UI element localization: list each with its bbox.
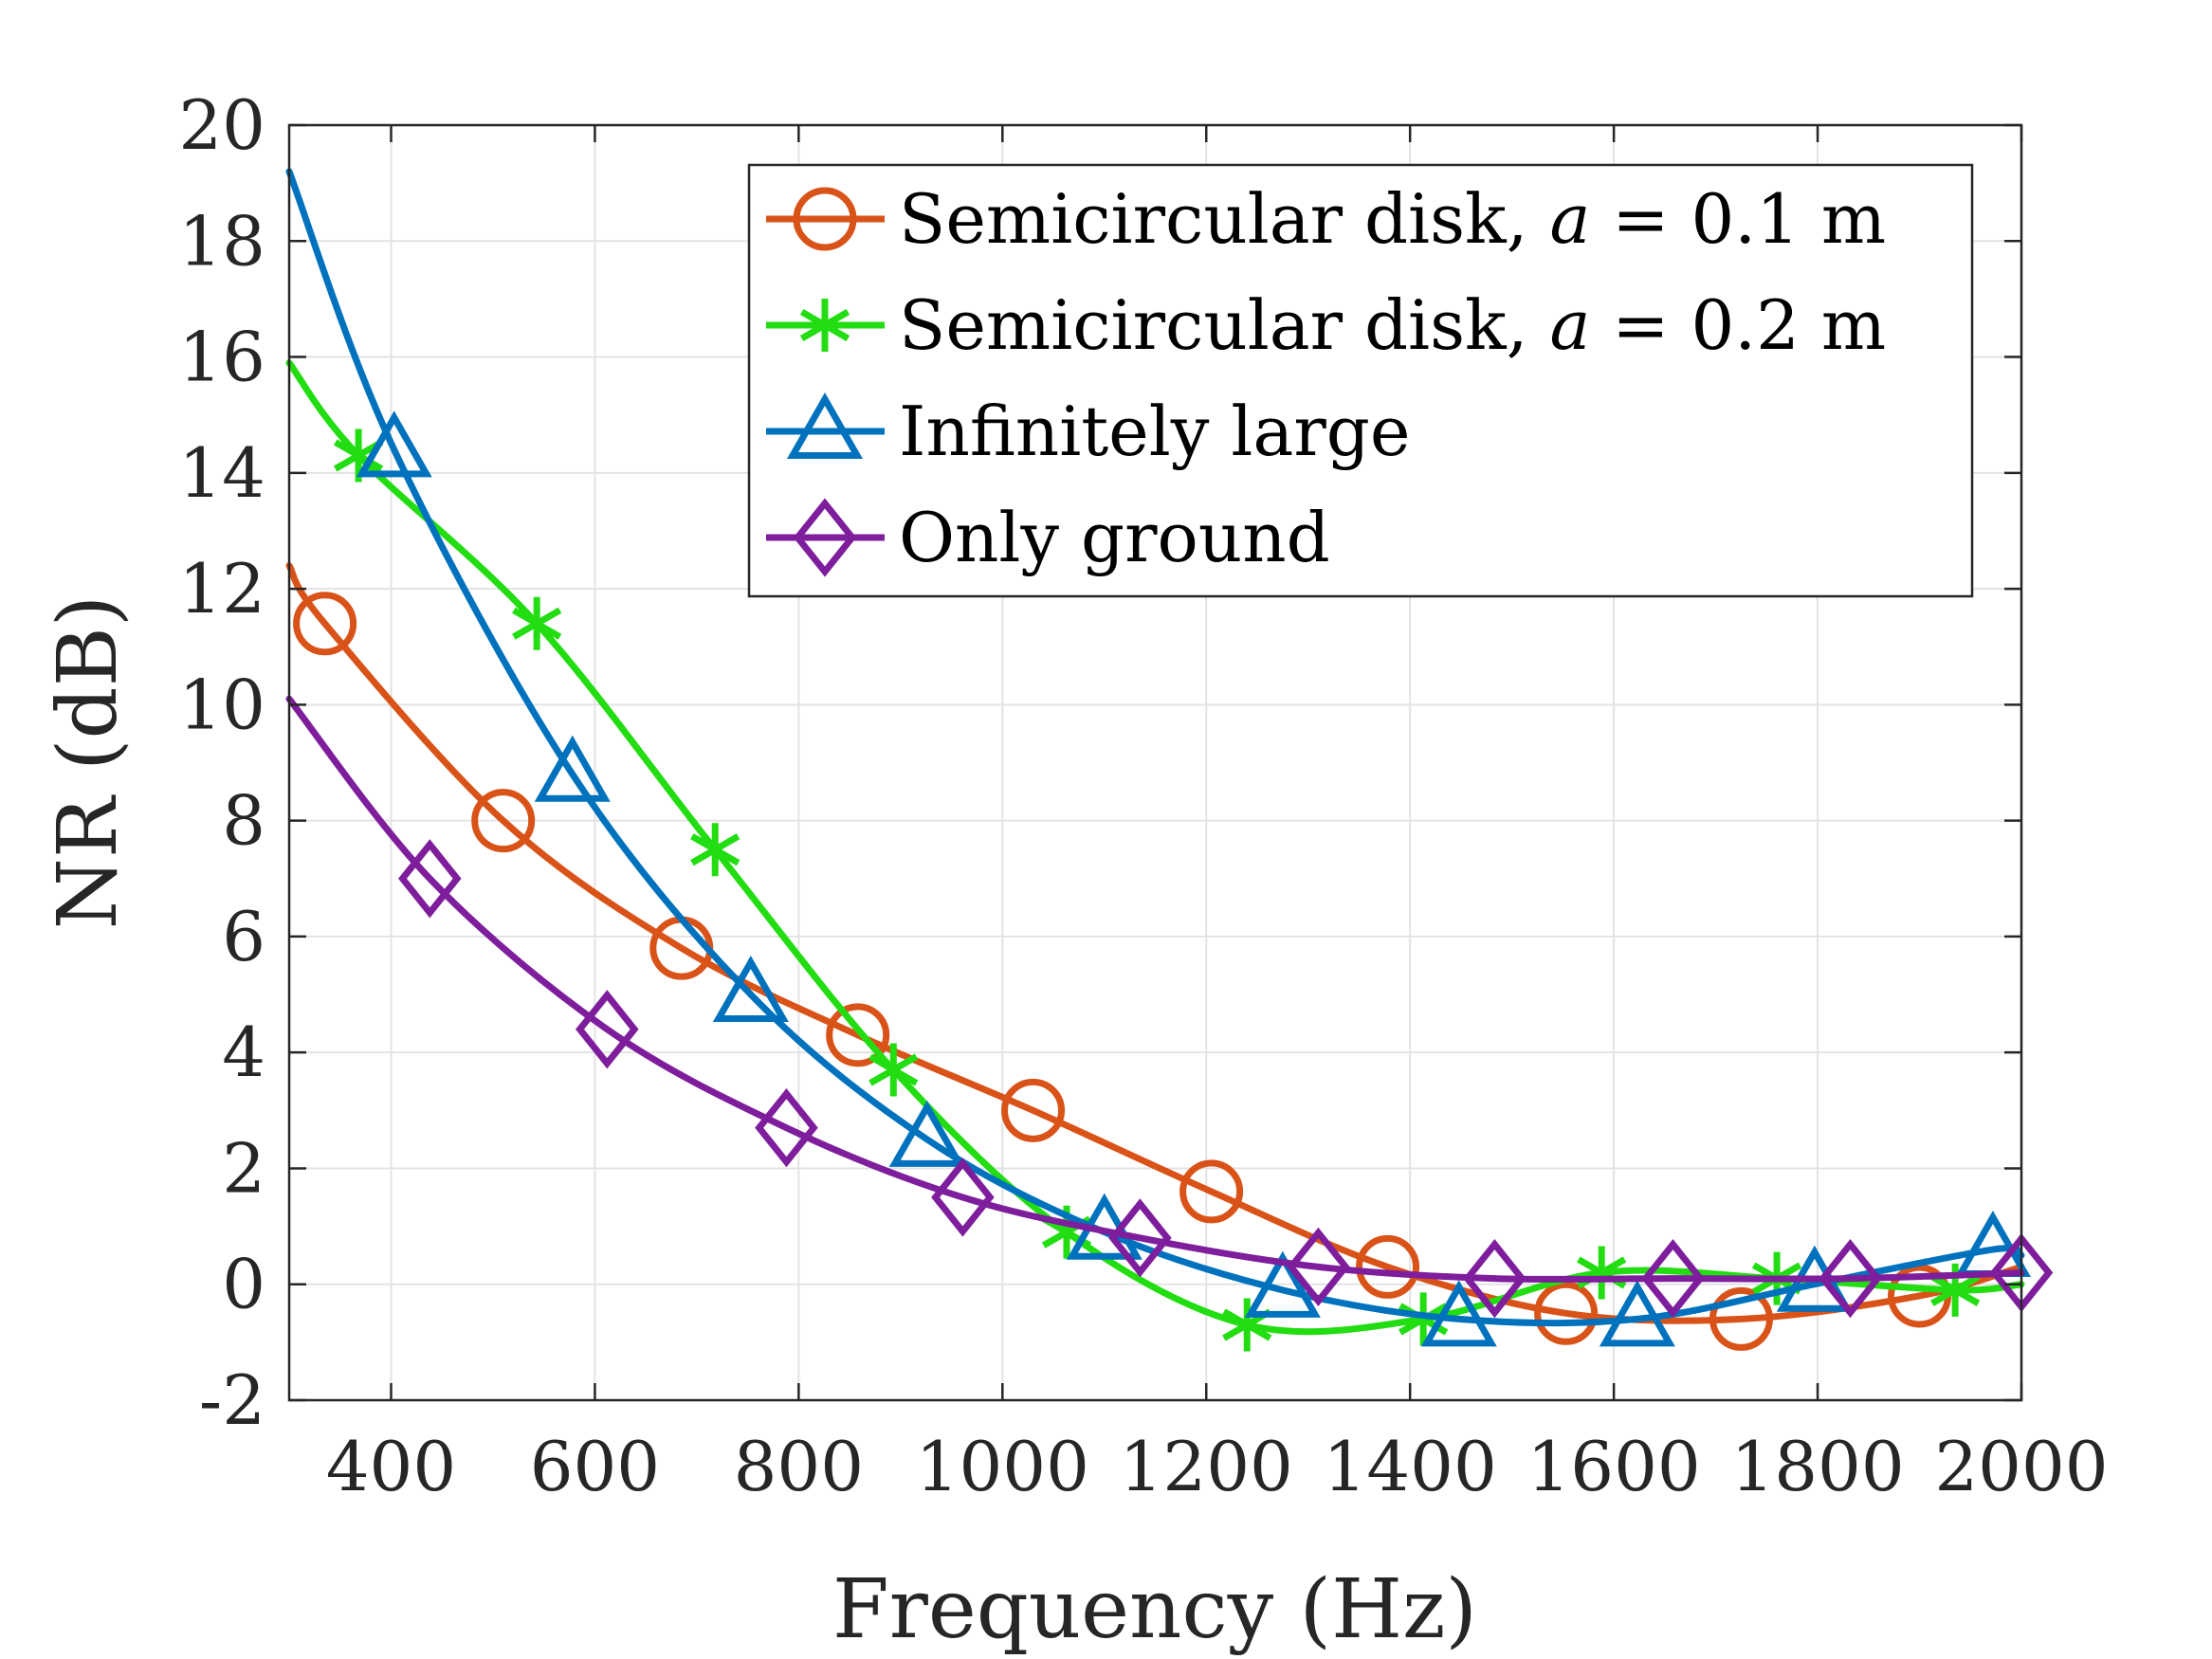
- series-disk-01: [285, 562, 2025, 1351]
- series-disk-02-marker-stroke: [512, 607, 562, 640]
- x-tick-label: 800: [734, 1427, 864, 1506]
- legend-label-series-ground: Only ground: [899, 498, 1330, 577]
- series-infinite-marker-triangle: [712, 955, 789, 1023]
- axes-box: [287, 123, 2023, 1402]
- legend-series-disk-01-marker-circle: [793, 187, 857, 251]
- series-disk-02-marker-stroke: [1398, 1303, 1449, 1336]
- y-axis-label: NR (dB): [41, 595, 136, 930]
- series-ground-marker-diamond: [1463, 1239, 1526, 1319]
- series-ground-marker-diamond: [1641, 1239, 1705, 1319]
- y-tick-label: 20: [178, 85, 265, 165]
- series-disk-01-marker-circle: [1001, 1078, 1066, 1142]
- y-tick-label: 10: [178, 665, 265, 744]
- series-infinite-line: [285, 168, 2025, 1327]
- series-disk-02-marker-stroke: [868, 1053, 919, 1086]
- legend-entry-series-disk-01: Semicircular disk, a = 0.1 m: [766, 179, 1886, 259]
- series-ground-marker-diamond: [576, 990, 639, 1069]
- y-tick-label: 8: [222, 781, 265, 861]
- legend-label-prefix: Semicircular disk,: [899, 285, 1549, 365]
- series-disk-02-marker-stroke: [1930, 1273, 1981, 1306]
- x-tick-label: 1200: [1120, 1427, 1293, 1506]
- y-tick-label: 6: [222, 897, 265, 976]
- x-tick-label: 1400: [1324, 1427, 1497, 1506]
- x-tick-label: 600: [530, 1427, 660, 1506]
- series-disk-02-marker-asterisk: [690, 823, 740, 877]
- y-tick-label: 0: [222, 1245, 265, 1324]
- series-ground-marker-diamond: [931, 1158, 995, 1237]
- series-disk-01-marker-circle: [826, 1003, 890, 1067]
- series-disk-01-line: [285, 562, 2025, 1324]
- y-tick-label: -2: [199, 1360, 265, 1440]
- series-ground-marker-diamond: [1819, 1239, 1882, 1319]
- x-axis-label: Frequency (Hz): [832, 1562, 1477, 1657]
- legend-series-ground-marker-diamond: [793, 498, 857, 577]
- legend-label-variable: a: [1549, 285, 1590, 365]
- legend-series-disk-02-marker-asterisk: [799, 299, 850, 352]
- series-disk-01-marker-circle: [1179, 1159, 1244, 1224]
- series-disk-01-marker-circle: [471, 789, 536, 853]
- legend-label-prefix: Infinitely large: [899, 392, 1410, 471]
- x-tick-label: 400: [326, 1427, 456, 1506]
- legend-series-infinite-marker-triangle: [786, 392, 864, 459]
- legend-entry-series-ground: Only ground: [766, 498, 1330, 577]
- legend-label-suffix: = 0.2 m: [1590, 285, 1886, 365]
- legend-label-series-infinite: Infinitely large: [899, 392, 1410, 471]
- y-tick-label: 18: [178, 201, 265, 281]
- legend-label-series-disk-02: Semicircular disk, a = 0.2 m: [899, 285, 1886, 365]
- x-tick-label: 2000: [1934, 1427, 2108, 1506]
- series-infinite-marker-triangle: [534, 735, 611, 802]
- legend-box: [747, 163, 1974, 598]
- series-ground-marker-diamond: [398, 839, 462, 919]
- legend-label-variable: a: [1549, 179, 1590, 259]
- x-tick-label: 1800: [1730, 1427, 1904, 1506]
- series-disk-02-marker-stroke: [690, 833, 740, 866]
- series-infinite-marker-triangle: [356, 410, 432, 478]
- series-infinite-marker-triangle: [1420, 1280, 1497, 1347]
- legend: Semicircular disk, a = 0.1 mSemicircular…: [747, 163, 1974, 598]
- ticks: [289, 123, 2023, 1402]
- series-disk-01-marker-circle: [1356, 1234, 1420, 1299]
- y-tick-label: 16: [178, 318, 265, 397]
- series-disk-02-marker-asterisk: [512, 596, 562, 650]
- legend-entry-series-infinite: Infinitely large: [766, 392, 1410, 471]
- series-disk-02-marker-asterisk: [868, 1043, 919, 1097]
- series-infinite-marker-triangle: [888, 1100, 965, 1167]
- series-disk-01-marker-circle: [1709, 1286, 1773, 1351]
- legend-label-series-disk-01: Semicircular disk, a = 0.1 m: [899, 179, 1886, 259]
- legend-entry-series-disk-02: Semicircular disk, a = 0.2 m: [766, 285, 1886, 365]
- legend-label-suffix: = 0.1 m: [1590, 179, 1886, 259]
- y-tick-label: 4: [222, 1012, 265, 1092]
- series-ground-marker-diamond: [1287, 1227, 1350, 1306]
- x-tick-label: 1000: [916, 1427, 1089, 1506]
- legend-series-disk-02-marker-stroke: [799, 308, 850, 342]
- series-infinite-marker-triangle: [1244, 1250, 1321, 1318]
- series-ground-marker-diamond: [1108, 1198, 1172, 1278]
- series-layer: [285, 168, 2054, 1352]
- y-tick-label: 12: [178, 549, 265, 629]
- series-ground-marker-diamond: [755, 1088, 818, 1168]
- series-infinite-marker-triangle: [1599, 1280, 1675, 1347]
- tick-labels: 400 600 800 1000 1200 1400 1600 1800 2000 -2 0 2 4 6 8…: [178, 85, 2108, 1506]
- series-ground: [285, 695, 2054, 1319]
- y-tick-label: 14: [178, 433, 265, 513]
- legend-label-prefix: Semicircular disk,: [899, 179, 1549, 259]
- x-tick-label: 1600: [1527, 1427, 1701, 1506]
- series-disk-01-marker-circle: [1534, 1281, 1599, 1345]
- legend-label-prefix: Only ground: [899, 498, 1330, 577]
- y-tick-label: 2: [222, 1128, 265, 1208]
- series-disk-01-marker-circle: [293, 592, 357, 656]
